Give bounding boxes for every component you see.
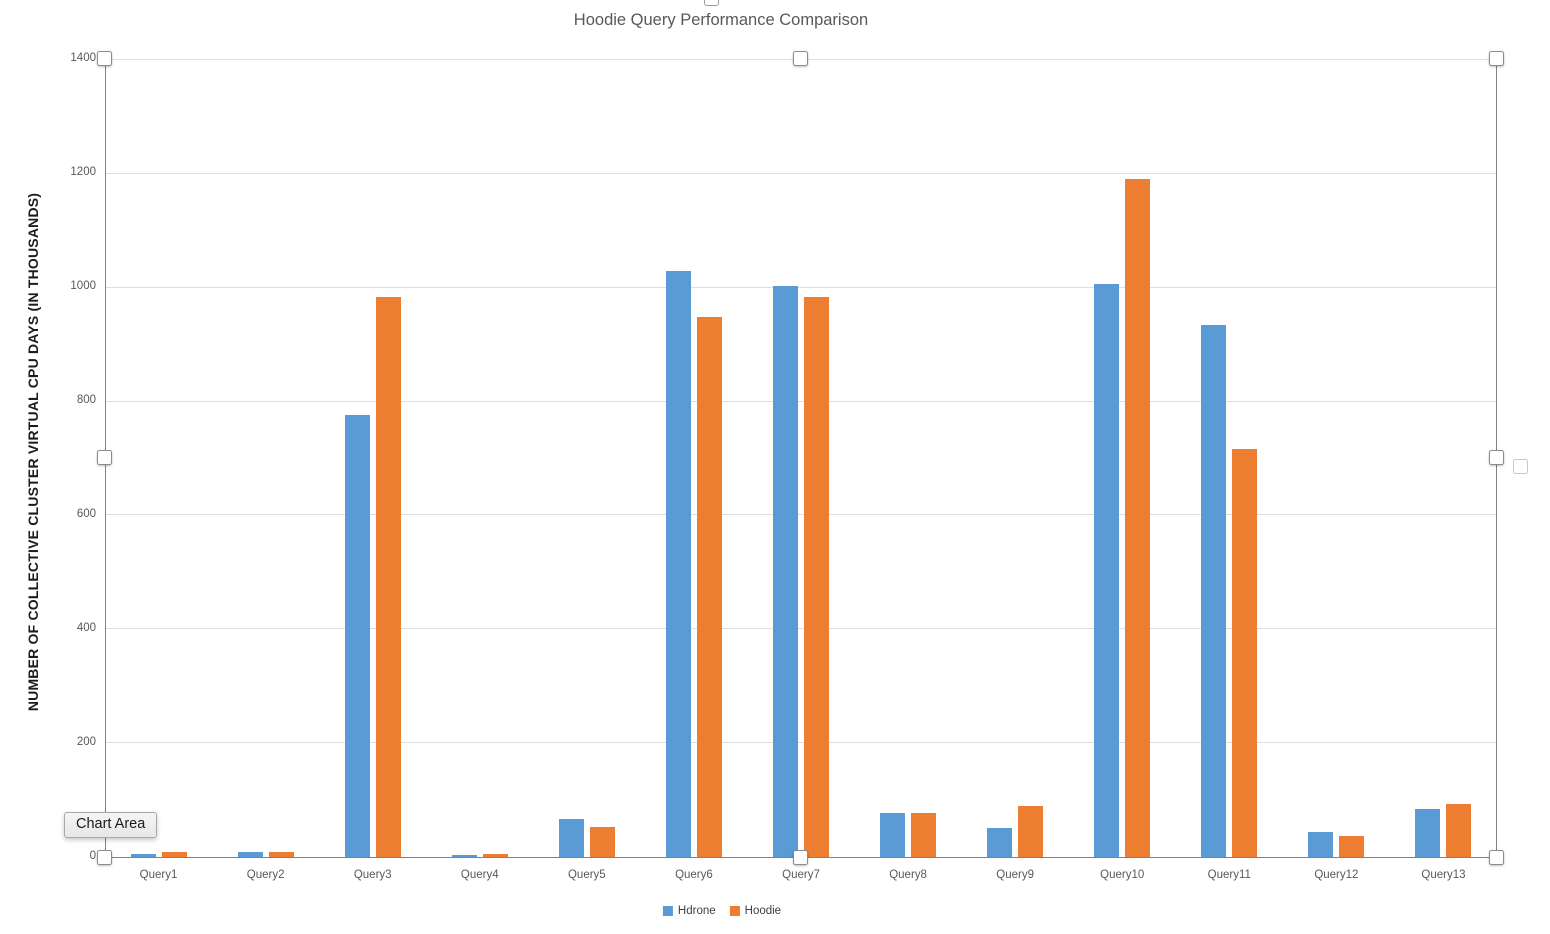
bar-hdrone-query10[interactable] (1093, 283, 1119, 857)
y-tick-label: 1400 (70, 52, 96, 64)
bar-hoodie-query11[interactable] (1231, 448, 1257, 857)
bar-group-query6 (666, 271, 723, 857)
bar-hoodie-query10[interactable] (1124, 178, 1150, 857)
gridline (106, 400, 1496, 402)
legend-item-hoodie[interactable]: Hoodie (729, 905, 782, 917)
selection-handle-bottom-left[interactable] (97, 850, 112, 865)
bar-hdrone-query7[interactable] (773, 285, 798, 857)
y-tick-label: 800 (76, 394, 96, 406)
bar-hoodie-query13[interactable] (1445, 804, 1471, 857)
gridline (106, 514, 1496, 516)
bars-layer (106, 60, 1496, 857)
x-category-label-query9: Query9 (996, 869, 1034, 881)
bar-group-query8 (879, 813, 936, 857)
x-category-label-query8: Query8 (889, 869, 927, 881)
bar-group-query5 (559, 819, 616, 857)
selection-handle-top-left[interactable] (97, 51, 112, 66)
x-category-label-query7: Query7 (782, 869, 820, 881)
bar-group-query9 (986, 806, 1043, 857)
bar-group-query11 (1200, 325, 1257, 857)
legend-label: Hoodie (744, 905, 782, 917)
plot-area[interactable] (105, 59, 1497, 858)
legend-item-hdrone[interactable]: Hdrone (662, 905, 716, 917)
gridline (106, 628, 1496, 630)
bar-hdrone-query2[interactable] (238, 851, 264, 857)
bar-hoodie-query9[interactable] (1017, 806, 1043, 857)
bar-hdrone-query8[interactable] (879, 813, 905, 857)
legend-swatch-icon (662, 906, 673, 916)
bar-hoodie-query1[interactable] (162, 851, 188, 857)
selection-handle-top-right[interactable] (1489, 51, 1504, 66)
x-category-label-query3: Query3 (353, 869, 392, 881)
legend-swatch-icon (729, 906, 740, 916)
x-category-label-query11: Query11 (1207, 869, 1251, 881)
bar-hdrone-query11[interactable] (1200, 325, 1226, 857)
y-axis-ticks: 0 200 400 600 800 1000 1200 1400 (0, 52, 96, 862)
bar-hoodie-query7[interactable] (804, 296, 829, 857)
bar-hdrone-query9[interactable] (986, 828, 1012, 857)
x-category-label-query10: Query10 (1100, 869, 1145, 881)
gridline (106, 286, 1496, 288)
x-category-label-query13: Query13 (1421, 869, 1466, 881)
y-tick-label: 400 (76, 622, 96, 634)
selection-handle-bottom-right[interactable] (1489, 850, 1504, 865)
y-tick-label: 1200 (70, 166, 96, 178)
bar-hoodie-query5[interactable] (590, 826, 616, 857)
bar-group-query12 (1307, 831, 1364, 857)
bar-hoodie-query4[interactable] (483, 853, 509, 857)
bar-group-query3 (345, 296, 402, 857)
bar-hdrone-query13[interactable] (1414, 809, 1440, 857)
bar-hdrone-query3[interactable] (345, 415, 371, 857)
x-category-label-query4: Query4 (460, 869, 499, 881)
bar-group-query7 (773, 285, 829, 857)
selection-handle-bottom-center[interactable] (793, 850, 808, 865)
bar-hdrone-query12[interactable] (1307, 831, 1333, 857)
bar-hdrone-query6[interactable] (666, 271, 692, 857)
bar-hoodie-query2[interactable] (269, 851, 295, 857)
bar-hoodie-query8[interactable] (910, 813, 936, 857)
legend: Hdrone Hoodie (662, 905, 782, 917)
bar-hoodie-query3[interactable] (376, 296, 402, 857)
gridline (106, 172, 1496, 174)
y-tick-label: 1000 (70, 280, 96, 292)
bar-group-query4 (452, 853, 509, 857)
chart-title[interactable]: Hoodie Query Performance Comparison (573, 11, 869, 29)
bar-hoodie-query12[interactable] (1338, 835, 1364, 857)
x-category-label-query2: Query2 (246, 869, 285, 881)
x-category-label-query6: Query6 (675, 869, 713, 881)
gridline (106, 742, 1496, 744)
bar-hdrone-query5[interactable] (559, 819, 585, 857)
bar-hdrone-query1[interactable] (131, 854, 157, 857)
selection-handle-mid-right[interactable] (1489, 450, 1504, 465)
selection-handle-outer-right[interactable] (1513, 459, 1528, 474)
y-tick-label: 600 (76, 508, 96, 520)
y-tick-label: 200 (76, 736, 96, 748)
bar-hoodie-query6[interactable] (697, 316, 723, 857)
selection-handle-top-center[interactable] (793, 51, 808, 66)
x-category-label-query5: Query5 (567, 869, 606, 881)
y-tick-label: 0 (89, 850, 96, 862)
bar-group-query1 (131, 851, 188, 857)
legend-label: Hdrone (677, 905, 716, 917)
selection-handle-mid-left[interactable] (97, 450, 112, 465)
bar-group-query13 (1414, 804, 1471, 857)
x-category-label-query1: Query1 (139, 869, 178, 881)
x-category-label-query12: Query12 (1314, 869, 1359, 881)
bar-group-query2 (238, 851, 295, 857)
bar-hdrone-query4[interactable] (452, 854, 478, 857)
bar-group-query10 (1093, 178, 1150, 857)
x-axis-labels: Query1 Query2 Query3 Query4 Query5 Query6 Quer… (105, 869, 1497, 887)
chart-area-tooltip: Chart Area (64, 812, 158, 838)
selection-handle-outer-top[interactable] (704, 0, 719, 6)
